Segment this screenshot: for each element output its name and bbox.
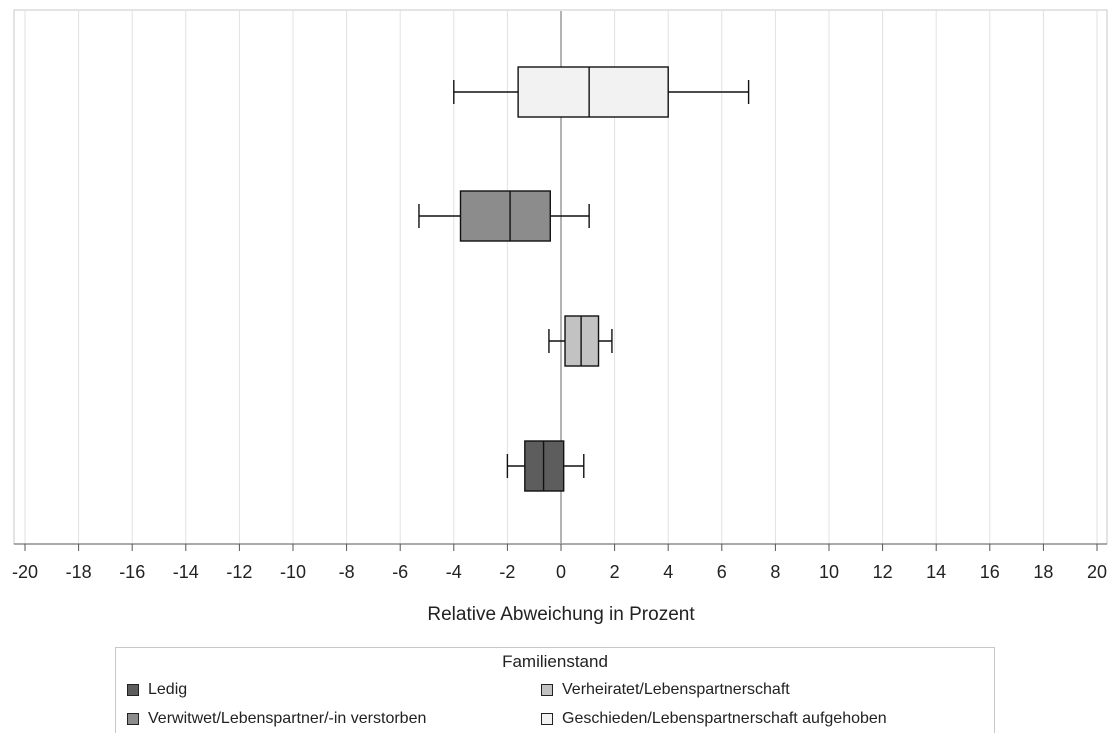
x-tick-label: 0 bbox=[556, 562, 566, 582]
x-tick-label: 10 bbox=[819, 562, 839, 582]
box-0 bbox=[506, 440, 585, 492]
boxplot-chart: -20 -18 -16 -14 -12 -10 -8 -6 -4 -2 0 2 4 6 8 10 12 14 16 1… bbox=[12, 9, 1108, 582]
x-tick-label: 2 bbox=[610, 562, 620, 582]
box-3 bbox=[453, 66, 750, 118]
x-tick-label: -18 bbox=[66, 562, 92, 582]
legend-label-verwitwet: Verwitwet/Lebenspartner/-in verstorben bbox=[148, 710, 427, 727]
legend-swatch-verwitwet bbox=[127, 713, 139, 725]
x-tick-label: 12 bbox=[873, 562, 893, 582]
x-tick-label: -16 bbox=[119, 562, 145, 582]
x-tick-label: 4 bbox=[663, 562, 673, 582]
x-tick-label: 20 bbox=[1087, 562, 1107, 582]
box-2 bbox=[418, 190, 590, 242]
legend: Familienstand Ledig Verheiratet/Lebenspa… bbox=[115, 647, 995, 733]
x-tick-label: -6 bbox=[392, 562, 408, 582]
iqr-box bbox=[459, 190, 551, 242]
x-tick-label: -8 bbox=[339, 562, 355, 582]
legend-item-verheiratet: Verheiratet/Lebenspartnerschaft bbox=[541, 681, 790, 699]
legend-title: Familienstand bbox=[502, 652, 608, 671]
x-tick-label: -14 bbox=[173, 562, 199, 582]
x-tick-label: -4 bbox=[446, 562, 462, 582]
iqr-box bbox=[517, 66, 669, 118]
x-tick-label: 14 bbox=[926, 562, 946, 582]
x-tick-label: 6 bbox=[717, 562, 727, 582]
box-1 bbox=[548, 315, 613, 367]
x-tick-label: -2 bbox=[499, 562, 515, 582]
x-tick-label: 16 bbox=[980, 562, 1000, 582]
legend-item-ledig: Ledig bbox=[127, 681, 187, 699]
legend-swatch-ledig bbox=[127, 684, 139, 696]
legend-label-verheiratet: Verheiratet/Lebenspartnerschaft bbox=[562, 681, 790, 698]
x-tick-label: -12 bbox=[226, 562, 252, 582]
legend-item-geschieden: Geschieden/Lebenspartnerschaft aufgehobe… bbox=[541, 710, 887, 728]
x-axis-label: Relative Abweichung in Prozent bbox=[427, 604, 695, 625]
legend-label-geschieden: Geschieden/Lebenspartnerschaft aufgehobe… bbox=[562, 710, 887, 727]
legend-item-verwitwet: Verwitwet/Lebenspartner/-in verstorben bbox=[127, 710, 426, 728]
legend-swatch-verheiratet bbox=[541, 684, 553, 696]
legend-swatch-geschieden bbox=[541, 713, 553, 725]
x-tick-label: -10 bbox=[280, 562, 306, 582]
legend-label-ledig: Ledig bbox=[148, 681, 188, 698]
x-tick-label: -20 bbox=[12, 562, 38, 582]
x-tick-label: 8 bbox=[770, 562, 780, 582]
x-tick-label: 18 bbox=[1033, 562, 1053, 582]
